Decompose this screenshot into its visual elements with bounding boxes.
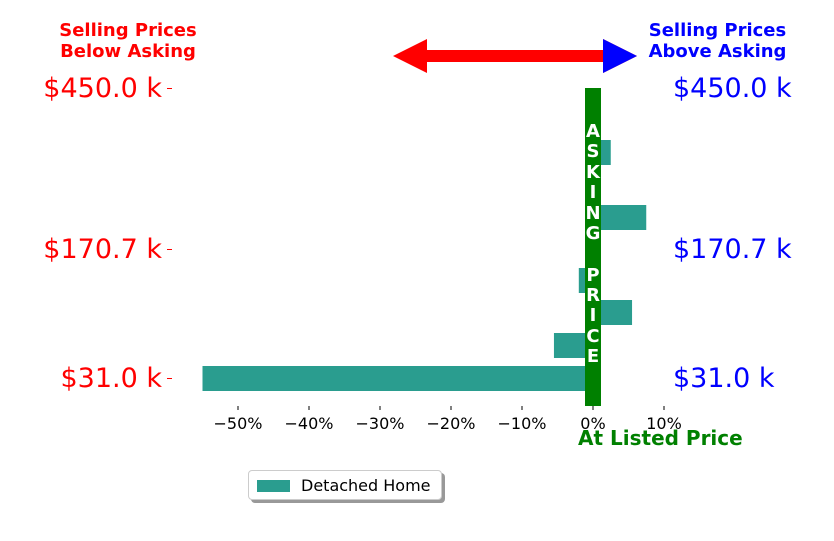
price-label-right-31: $31.0 k [673,363,775,394]
x-tick-label: −30% [356,414,405,433]
asking-price-letter: G [586,223,601,244]
arrow-head-right [603,39,637,73]
price-label-left-31: $31.0 k [60,363,162,394]
legend: Detached Home [248,470,442,500]
header-above-asking: Selling Prices Above Asking [630,20,805,62]
asking-price-letter: R [586,285,600,306]
asking-price-letter: A [586,121,600,142]
asking-price-letter: K [586,162,601,183]
header-below-asking-line2: Below Asking [60,41,196,62]
asking-price-letter: I [590,305,597,326]
x-tick-label: −40% [285,414,334,433]
y-tick-mark [167,249,172,250]
price-label-right-170: $170.7 k [673,234,792,265]
asking-price-letter: C [586,326,599,347]
price-label-left-170: $170.7 k [43,234,162,265]
asking-price-letter: N [585,203,600,224]
at-listed-price-label: At Listed Price [578,426,743,450]
x-tick-label: −50% [214,414,263,433]
x-tick-label: −20% [427,414,476,433]
asking-price-line [585,88,601,406]
y-tick-mark [167,378,172,379]
legend-label: Detached Home [301,476,431,495]
header-below-asking: Selling Prices Below Asking [38,20,218,62]
bar [593,205,647,230]
price-label-right-450: $450.0 k [673,73,792,104]
header-above-asking-line2: Above Asking [648,41,787,62]
legend-swatch [257,480,290,492]
bar [202,366,593,391]
y-tick-mark [167,88,172,89]
asking-price-letter: I [590,182,597,203]
header-below-asking-line1: Selling Prices [59,20,197,41]
asking-price-letter: S [587,141,600,162]
price-label-left-450: $450.0 k [43,73,162,104]
double-arrow-icon [393,39,637,73]
header-above-asking-line1: Selling Prices [648,20,787,41]
x-tick-label: 0% [580,414,605,433]
asking-price-letter: P [586,265,599,286]
asking-price-letter: E [587,346,599,367]
x-tick-label: −10% [498,414,547,433]
x-tick-label: 10% [646,414,682,433]
